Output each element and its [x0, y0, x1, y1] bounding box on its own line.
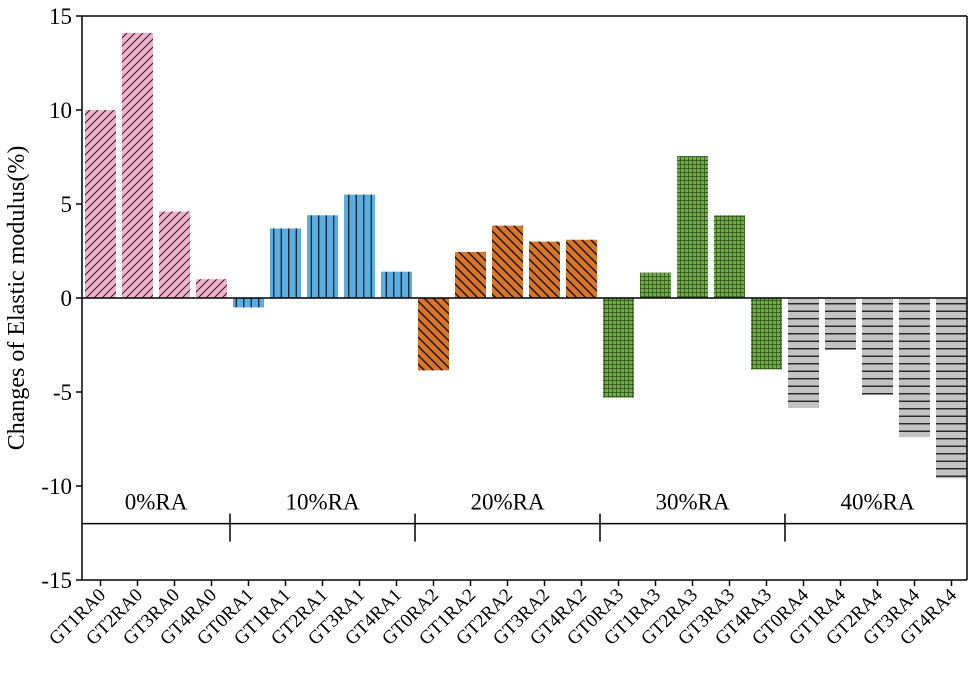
bar-GT3RA1	[344, 194, 375, 298]
bar-GT2RA2	[492, 225, 523, 298]
y-tick-label: -15	[41, 568, 72, 593]
y-tick-label: 0	[61, 286, 73, 311]
bar-GT4RA2	[566, 239, 597, 298]
bar-GT4RA0	[196, 279, 227, 298]
bar-GT3RA0	[159, 211, 190, 298]
group-label: 20%RA	[470, 490, 545, 515]
bar-GT0RA3	[603, 298, 634, 398]
bar-GT4RA1	[381, 271, 412, 298]
y-tick-label: 15	[49, 4, 72, 29]
bar-GT2RA3	[677, 156, 708, 298]
bar-GT4RA4	[936, 298, 967, 479]
group-label: 0%RA	[125, 490, 188, 515]
bar-GT1RA0	[85, 110, 116, 298]
bar-GT3RA2	[529, 241, 560, 298]
group-label: 30%RA	[655, 490, 730, 515]
bar-GT1RA3	[640, 272, 671, 298]
bar-GT1RA1	[270, 228, 301, 298]
bar-GT0RA2	[418, 298, 449, 371]
y-tick-label: 5	[61, 192, 73, 217]
y-axis-label: Changes of Elastic modulus(%)	[4, 146, 30, 451]
bar-GT1RA4	[825, 298, 856, 350]
group-label: 10%RA	[285, 490, 360, 515]
bar-GT2RA1	[307, 215, 338, 298]
y-tick-label: -5	[53, 380, 72, 405]
bar-GT1RA2	[455, 251, 486, 298]
bar-GT0RA1	[233, 298, 264, 308]
group-label: 40%RA	[840, 490, 915, 515]
bar-GT3RA3	[714, 215, 745, 298]
bar-GT2RA0	[122, 32, 153, 299]
bar-GT2RA4	[862, 298, 893, 395]
y-tick-label: -10	[41, 474, 72, 499]
bar-GT0RA4	[788, 298, 819, 408]
bar-GT4RA3	[751, 298, 782, 370]
y-tick-label: 10	[49, 98, 72, 123]
bar-GT3RA4	[899, 298, 930, 438]
